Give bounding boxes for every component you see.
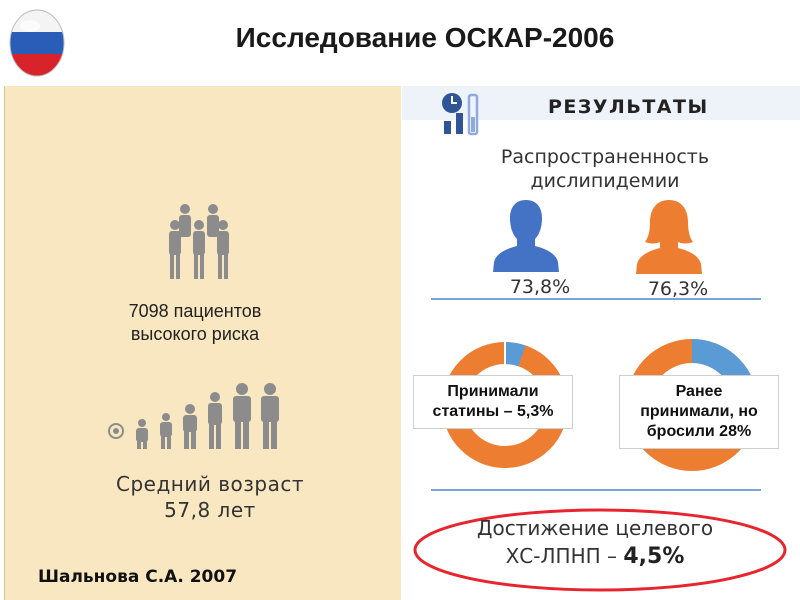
author-citation: Шальнова С.А. 2007 [38,567,238,587]
women-prevalence-value: 76,3% [647,278,709,300]
female-silhouette-icon [636,200,702,274]
men-prevalence-value: 73,8% [509,276,571,298]
dyslipidemia-prevalence-title: Распространенность дислипидемии [430,145,780,193]
divider [431,489,761,491]
clock-bar-chart-icon [442,93,479,136]
statins-label-line1: Принимали [447,383,539,400]
target-line2: ХС-ЛПНП – 4,5% [420,542,770,571]
target-prefix: ХС-ЛПНП – [505,544,624,568]
results-heading: РЕЗУЛЬТАТЫ [548,96,709,118]
patients-count: 7098 пациентов [128,301,262,321]
results-panel [402,86,800,600]
statins-label: Принимали статины – 5,3% [413,375,573,429]
quit-label-line2: принимали, но [640,403,758,420]
russia-flag-icon [9,9,65,77]
group-people-icon [169,204,229,279]
average-age-text: Средний возраст 57,8 лет [60,471,360,523]
target-line1: Достижение целевого [476,516,714,540]
divider [431,298,761,300]
target-highlight-ellipse [413,508,787,592]
patients-count-text: 7098 пациентов высокого риска [80,300,310,346]
average-age-value: 57,8 лет [164,498,256,522]
ldl-target-achievement: Достижение целевого ХС-ЛПНП – 4,5% [420,514,770,571]
target-value: 4,5% [623,544,685,569]
statins-label-line2: статины – 5,3% [432,403,554,420]
male-silhouette-icon [493,200,559,272]
prevalence-line1: Распространенность [500,146,710,168]
study-summary-panel [4,86,401,600]
average-age-label: Средний возраст [116,472,304,496]
age-progression-icon [108,383,279,449]
quit-label-line1: Ранее [675,383,723,400]
quit-label-line3: бросили 28% [646,423,752,440]
prevalence-line2: дислипидемии [530,170,680,192]
quit-statins-label: Ранее принимали, но бросили 28% [619,375,779,449]
page-title: Исследование ОСКАР-2006 [235,22,615,53]
patients-risk: высокого риска [130,324,260,344]
